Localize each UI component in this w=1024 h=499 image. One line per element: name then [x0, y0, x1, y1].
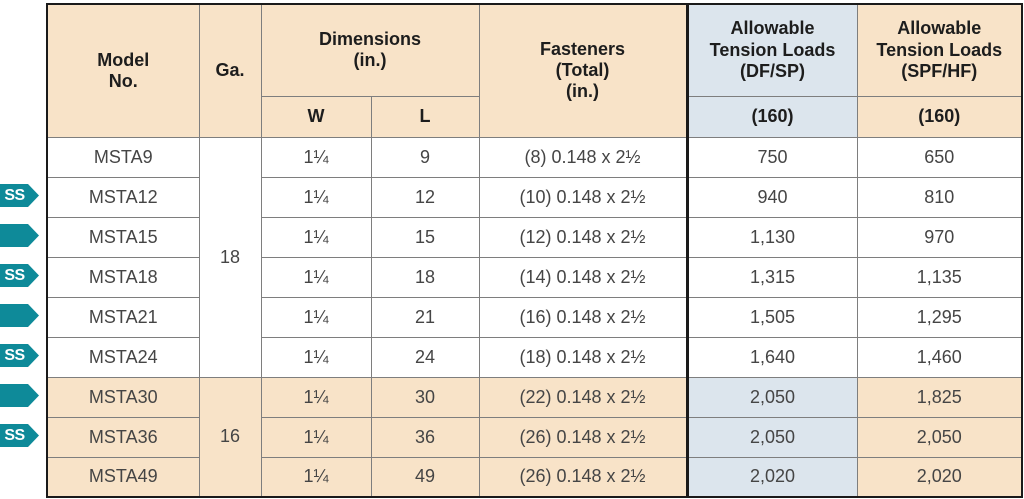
- fasteners-cell: (10) 0.148 x 2½: [478, 176, 688, 218]
- arrow-badge: [0, 384, 39, 407]
- ss-badge-label: SS: [4, 187, 25, 204]
- model-cell: MSTA49: [46, 456, 200, 498]
- table-row: MSTA9 18 1¼ 9 (8) 0.148 x 2½ 750 650: [46, 136, 1023, 378]
- df-sp-load-cell: 940: [685, 176, 858, 218]
- ga-cell: 18: [198, 136, 262, 378]
- df-sp-load-cell: 2,050: [685, 376, 858, 418]
- ss-badge: SS: [0, 344, 39, 367]
- spf-hf-load-cell: 1,295: [856, 296, 1023, 338]
- table-row: MSTA15 1¼ 15 (12) 0.148 x 2½ 1,130 970: [46, 216, 1023, 258]
- spf-hf-load-cell: 1,460: [856, 336, 1023, 378]
- df-sp-load-cell: 2,020: [685, 456, 858, 498]
- table-row: MSTA30 16 1¼ 30 (22) 0.148 x 2½ 2,050 1,…: [46, 376, 1023, 498]
- arrow-badge: [0, 224, 39, 247]
- ss-badge: SS: [0, 264, 39, 287]
- width-cell: 1¼: [260, 216, 372, 258]
- table-row: MSTA12 1¼ 12 (10) 0.148 x 2½ 940 810: [46, 176, 1023, 218]
- header-l: L: [370, 95, 480, 138]
- ss-badge-label: SS: [4, 347, 25, 364]
- length-cell: 9: [370, 136, 480, 178]
- fasteners-cell: (18) 0.148 x 2½: [478, 336, 688, 378]
- model-cell: MSTA24: [46, 336, 200, 378]
- model-cell: MSTA36: [46, 416, 200, 458]
- length-cell: 24: [370, 336, 480, 378]
- spf-hf-load-cell: 2,050: [856, 416, 1023, 458]
- width-cell: 1¼: [260, 456, 372, 498]
- arrow-badge: [0, 304, 39, 327]
- width-cell: 1¼: [260, 296, 372, 338]
- table-row: MSTA18 1¼ 18 (14) 0.148 x 2½ 1,315 1,135: [46, 256, 1023, 298]
- fasteners-cell: (26) 0.148 x 2½: [478, 416, 688, 458]
- table-row: MSTA36 1¼ 36 (26) 0.148 x 2½ 2,050 2,050: [46, 416, 1023, 458]
- ss-badge: SS: [0, 424, 39, 447]
- width-cell: 1¼: [260, 416, 372, 458]
- width-cell: 1¼: [260, 336, 372, 378]
- model-cell: MSTA15: [46, 216, 200, 258]
- width-cell: 1¼: [260, 256, 372, 298]
- header-ga: Ga.: [198, 3, 262, 138]
- spf-hf-load-cell: 2,020: [856, 456, 1023, 498]
- model-cell: MSTA12: [46, 176, 200, 218]
- model-cell: MSTA21: [46, 296, 200, 338]
- load-spec-table: Model No. Ga. Dimensions (in.) Fasteners…: [46, 3, 1023, 498]
- df-sp-load-cell: 1,505: [685, 296, 858, 338]
- header-allowable-spf-hf: Allowable Tension Loads (SPF/HF): [856, 3, 1023, 97]
- fasteners-cell: (16) 0.148 x 2½: [478, 296, 688, 338]
- length-cell: 30: [370, 376, 480, 418]
- df-sp-load-cell: 750: [685, 136, 858, 178]
- header-df-sp-load-duration: (160): [685, 95, 858, 138]
- header-dimensions: Dimensions (in.): [260, 3, 480, 97]
- spf-hf-load-cell: 970: [856, 216, 1023, 258]
- width-cell: 1¼: [260, 136, 372, 178]
- spf-hf-load-cell: 1,135: [856, 256, 1023, 298]
- model-cell: MSTA9: [46, 136, 200, 178]
- df-sp-load-cell: 2,050: [685, 416, 858, 458]
- length-cell: 12: [370, 176, 480, 218]
- ga-cell: 16: [198, 376, 262, 498]
- df-sp-load-cell: 1,640: [685, 336, 858, 378]
- spf-hf-load-cell: 1,825: [856, 376, 1023, 418]
- ss-badge-label: SS: [4, 427, 25, 444]
- length-cell: 18: [370, 256, 480, 298]
- fasteners-cell: (26) 0.148 x 2½: [478, 456, 688, 498]
- df-sp-load-cell: 1,130: [685, 216, 858, 258]
- table-row: MSTA49 1¼ 49 (26) 0.148 x 2½ 2,020 2,020: [46, 456, 1023, 498]
- length-cell: 21: [370, 296, 480, 338]
- header-spf-hf-load-duration: (160): [856, 95, 1023, 138]
- fasteners-cell: (12) 0.148 x 2½: [478, 216, 688, 258]
- ss-badge: SS: [0, 184, 39, 207]
- table-row: MSTA21 1¼ 21 (16) 0.148 x 2½ 1,505 1,295: [46, 296, 1023, 338]
- model-cell: MSTA30: [46, 376, 200, 418]
- header-model-no: Model No.: [46, 3, 200, 138]
- header-fasteners: Fasteners (Total) (in.): [478, 3, 688, 138]
- header-allowable-df-sp: Allowable Tension Loads (DF/SP): [685, 3, 858, 97]
- fasteners-cell: (22) 0.148 x 2½: [478, 376, 688, 418]
- length-cell: 49: [370, 456, 480, 498]
- table-row: MSTA24 1¼ 24 (18) 0.148 x 2½ 1,640 1,460: [46, 336, 1023, 378]
- length-cell: 15: [370, 216, 480, 258]
- model-cell: MSTA18: [46, 256, 200, 298]
- ss-badge-label: SS: [4, 267, 25, 284]
- width-cell: 1¼: [260, 176, 372, 218]
- spf-hf-load-cell: 650: [856, 136, 1023, 178]
- header-w: W: [260, 95, 372, 138]
- width-cell: 1¼: [260, 376, 372, 418]
- fasteners-cell: (14) 0.148 x 2½: [478, 256, 688, 298]
- fasteners-cell: (8) 0.148 x 2½: [478, 136, 688, 178]
- length-cell: 36: [370, 416, 480, 458]
- spf-hf-load-cell: 810: [856, 176, 1023, 218]
- df-sp-load-cell: 1,315: [685, 256, 858, 298]
